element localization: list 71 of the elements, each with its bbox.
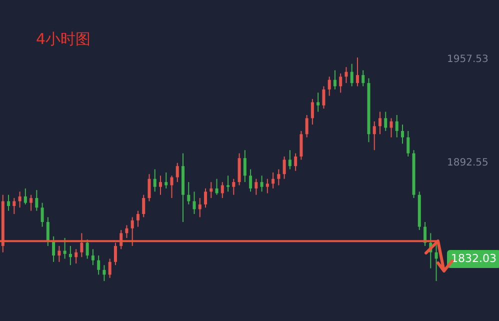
candlestick — [35, 190, 38, 212]
candlestick — [24, 188, 27, 205]
candlestick — [310, 98, 314, 126]
candlestick — [226, 175, 230, 192]
candlestick — [294, 152, 298, 172]
candlestick — [125, 224, 128, 238]
candlestick — [52, 236, 56, 262]
candlestick — [344, 66, 348, 84]
candlestick — [204, 188, 208, 208]
candlestick — [102, 264, 106, 282]
candlestick — [136, 210, 140, 228]
candlestick — [7, 194, 10, 212]
candlestick — [406, 130, 410, 158]
candlestick — [238, 152, 241, 186]
candlestick — [378, 111, 382, 135]
candlestick — [350, 63, 354, 87]
candlestick — [40, 202, 44, 228]
candlestick — [192, 191, 196, 214]
candlestick — [108, 258, 112, 278]
candlestick — [288, 150, 292, 170]
candlestick — [187, 182, 190, 205]
candlestick — [254, 178, 258, 196]
candlestick — [12, 198, 16, 214]
y-tick-label: 1892.55 — [447, 158, 488, 169]
candlestick — [243, 150, 246, 183]
candlestick — [164, 172, 168, 189]
candlestick — [176, 162, 179, 183]
candlestick — [300, 130, 303, 160]
candlestick — [384, 111, 388, 132]
candlestick — [322, 86, 326, 110]
candlestick — [215, 178, 218, 196]
candlestick — [232, 178, 236, 196]
candlestick — [390, 118, 393, 138]
candlestick — [148, 174, 151, 202]
candlestick — [153, 168, 156, 192]
candlestick — [266, 178, 269, 194]
text: 4小时图 — [36, 30, 91, 49]
candlestick — [395, 114, 398, 138]
candlestick — [272, 172, 275, 189]
candlestick — [74, 248, 78, 264]
candlestick — [170, 175, 174, 199]
candlestick — [249, 168, 252, 192]
candlestick — [142, 194, 146, 218]
candlestick — [356, 56, 359, 87]
candlestick — [328, 76, 331, 96]
candlestick — [30, 194, 33, 212]
candlestick — [158, 175, 162, 196]
candlestick — [220, 182, 224, 199]
candlestick — [305, 114, 308, 138]
candlestick — [260, 175, 264, 192]
candlestick — [86, 239, 89, 260]
candlestick — [58, 245, 61, 262]
candlestick — [97, 255, 100, 276]
candlestick — [362, 70, 365, 87]
candlestick — [46, 216, 50, 246]
candlestick — [316, 92, 320, 112]
candlestick — [282, 156, 286, 180]
candlestick — [63, 237, 66, 260]
candlestick — [91, 248, 94, 266]
candlestick — [333, 70, 336, 90]
candlestick — [210, 182, 213, 199]
candlestick — [372, 120, 376, 151]
candlestick — [68, 245, 72, 266]
candlestick — [277, 168, 280, 186]
candlestick — [339, 72, 342, 94]
candlestick — [18, 191, 22, 208]
y-tick-label: 1957.53 — [447, 54, 488, 65]
candlestick — [401, 124, 404, 144]
text: 1832.03 — [447, 250, 499, 268]
candlestick — [434, 242, 438, 282]
candlestick — [198, 198, 202, 218]
